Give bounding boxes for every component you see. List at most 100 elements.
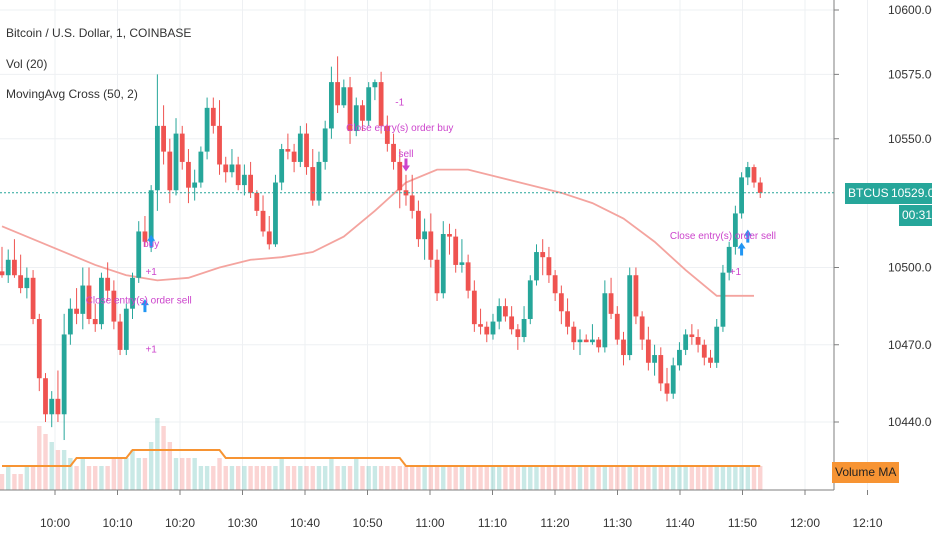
- volume-bar: [459, 466, 465, 490]
- volume-bar: [6, 466, 11, 490]
- candle-body: [732, 213, 738, 247]
- volume-bar: [695, 466, 701, 490]
- time-axis-label: 10:20: [165, 516, 195, 530]
- volume-bar: [173, 458, 179, 490]
- price-axis-label: 10470.00: [888, 338, 932, 352]
- time-axis-label: 11:50: [728, 516, 757, 530]
- volume-bar: [633, 466, 639, 490]
- candle-body: [123, 308, 129, 350]
- candle-body: [701, 344, 707, 358]
- candle-body: [583, 339, 589, 343]
- price-axis-label: 10550.00: [888, 132, 932, 146]
- volume-bar: [652, 466, 657, 490]
- volume-bar: [18, 474, 23, 490]
- volume-bar: [68, 458, 73, 490]
- volume-bar: [354, 458, 359, 490]
- signal-annotation: Close entry(s) order buy: [346, 123, 453, 134]
- candle-body: [590, 339, 595, 343]
- chart-title[interactable]: Bitcoin / U.S. Dollar, 1, COINBASE: [6, 26, 192, 40]
- volume-bar: [758, 466, 763, 490]
- signal-annotation: -1: [395, 97, 404, 108]
- price-axis-label: 10500.00: [888, 261, 932, 275]
- volume-bar: [322, 466, 328, 490]
- candle-body: [0, 271, 5, 276]
- time-axis-label: 11:10: [478, 516, 507, 530]
- bar-countdown-badge: 00:31: [899, 204, 932, 226]
- candle-body: [341, 87, 347, 106]
- indicator-volume-label[interactable]: Vol (20): [6, 57, 48, 71]
- volume-bar: [366, 466, 371, 490]
- candle-body: [179, 133, 185, 162]
- volume-bar: [453, 466, 458, 490]
- volume-bar: [639, 466, 645, 490]
- volume-bar: [0, 474, 5, 490]
- volume-bar: [180, 458, 185, 490]
- candle-body: [739, 177, 744, 214]
- volume-bar: [347, 466, 353, 490]
- volume-bar: [341, 466, 347, 490]
- candle-body: [285, 149, 291, 152]
- volume-bar: [229, 466, 235, 490]
- volume-bar: [273, 466, 278, 490]
- time-axis-label: 12:00: [790, 516, 820, 530]
- candle-body: [577, 339, 583, 343]
- volume-bar: [602, 466, 608, 490]
- indicator-ma-cross-label[interactable]: MovingAvg Cross (50, 2): [6, 87, 138, 101]
- candle-body: [633, 275, 639, 317]
- time-axis-label: 11:40: [665, 516, 694, 530]
- candle-body: [328, 82, 334, 129]
- volume-bar: [167, 442, 173, 490]
- volume-bar: [105, 466, 110, 490]
- strategy-signals: Close entry(s) order sell buy +1 +1 Close en…: [86, 97, 776, 355]
- candle-body: [571, 326, 577, 343]
- candle-body: [484, 326, 490, 335]
- volume-bar: [248, 466, 253, 490]
- candles: [0, 56, 763, 441]
- volume-bar: [80, 458, 85, 490]
- signal-annotation: sell: [398, 149, 413, 160]
- candle-body: [521, 319, 527, 338]
- volume-bar: [447, 466, 452, 490]
- volume-bar: [391, 466, 396, 490]
- volume-bar: [148, 442, 154, 490]
- volume-bar: [223, 466, 228, 490]
- candle-body: [204, 107, 210, 152]
- candle-body: [322, 128, 328, 162]
- volume-bar: [124, 458, 129, 490]
- candle-body: [136, 231, 142, 278]
- volume-bar: [403, 466, 409, 490]
- volume-bar: [577, 466, 583, 490]
- volume-bar: [211, 466, 216, 490]
- candle-body: [409, 195, 415, 211]
- candle-body: [117, 321, 123, 350]
- time-axis-label: 10:30: [227, 516, 257, 530]
- candle-body: [173, 133, 179, 191]
- candle-body: [751, 167, 757, 183]
- volume-bar: [546, 466, 552, 490]
- volume-bar: [385, 466, 390, 490]
- volume-bar: [360, 466, 365, 490]
- volume-bar: [751, 466, 757, 490]
- volume-bar: [204, 466, 210, 490]
- candle-body: [546, 257, 552, 276]
- signal-arrow: [743, 229, 752, 243]
- candle-body: [80, 285, 86, 314]
- volume-bar: [552, 466, 558, 490]
- candle-body: [708, 357, 713, 363]
- time-axis[interactable]: 10:00 10:10 10:20 10:30 10:40 10:50 11:00 11:10…: [40, 490, 883, 530]
- volume-bar: [689, 466, 695, 490]
- volume-bar: [242, 466, 247, 490]
- volume-bar: [254, 466, 260, 490]
- volume-bar: [217, 458, 222, 490]
- candle-body: [726, 246, 732, 273]
- signal-annotation: +1: [145, 344, 157, 355]
- volume-bar: [93, 466, 98, 490]
- candle-body: [347, 87, 353, 132]
- candle-body: [24, 277, 30, 289]
- price-axis[interactable]: 10600.00 10575.00 10550.00 10500.00 10470.00…: [834, 3, 932, 429]
- moving-average-line: [1, 168, 755, 297]
- volume-bar: [192, 458, 197, 490]
- price-axis-label: 10575.00: [888, 67, 932, 81]
- candle-body: [447, 234, 452, 237]
